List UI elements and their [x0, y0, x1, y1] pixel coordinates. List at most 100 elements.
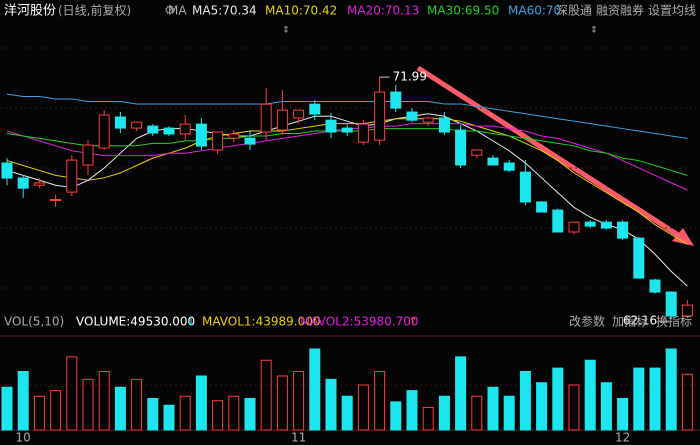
- candle-body: [374, 91, 386, 141]
- volume-bar: [228, 395, 240, 431]
- legend-item: MA30:69.50: [427, 4, 499, 18]
- ma-line: [6, 113, 688, 287]
- volume-legend: ↑: [408, 315, 418, 329]
- candle-body: [244, 137, 256, 145]
- panel-button[interactable]: 改参数: [569, 314, 605, 329]
- legend-item: MA10:70.42: [265, 4, 337, 18]
- volume-bar: [390, 401, 402, 431]
- volume-bar: [503, 395, 515, 431]
- candle-body: [633, 237, 645, 279]
- x-tick-label: 11: [291, 431, 306, 445]
- volume-bar: [114, 386, 126, 431]
- volume-bar: [163, 404, 175, 431]
- volume-label: VOL(5,10): [4, 315, 64, 329]
- volume-bar: [17, 371, 29, 431]
- volume-bar: [1, 386, 13, 431]
- volume-bar: [66, 356, 78, 431]
- toolbar-button[interactable]: 融资融券: [596, 3, 644, 18]
- candle-body: [600, 221, 612, 229]
- volume-bar: [617, 398, 629, 431]
- candle-body: [195, 123, 207, 147]
- candle-body: [649, 279, 661, 293]
- x-tick-label: 10: [16, 431, 31, 445]
- candle-body: [17, 177, 29, 189]
- toolbar-button[interactable]: 深股通: [556, 4, 592, 18]
- volume-bar: [147, 398, 159, 431]
- volume-bar: [406, 390, 418, 431]
- volume-bar: [455, 356, 467, 431]
- candle-body: [552, 209, 564, 233]
- stock-name: 洋河股份: [4, 4, 56, 19]
- toolbar-button[interactable]: 设置均线: [648, 4, 696, 18]
- volume-bar: [309, 348, 321, 431]
- volume-bar: [341, 395, 353, 431]
- candle-body: [536, 201, 548, 213]
- panel-button[interactable]: 加指标: [612, 314, 648, 329]
- settings-icon[interactable]: ⚙: [164, 4, 176, 19]
- marker: ⇕: [282, 26, 290, 36]
- volume-bar: [568, 384, 580, 431]
- candle-body: [1, 162, 13, 179]
- candle-body: [406, 111, 418, 121]
- volume-bar: [244, 398, 256, 431]
- candle-body: [114, 116, 126, 129]
- candle-body: [260, 103, 272, 133]
- volume-bar: [519, 371, 531, 431]
- candle-body: [519, 171, 531, 203]
- indicator-label: MA: [168, 4, 187, 18]
- low-label: 62.16: [623, 314, 657, 328]
- candle-body: [276, 109, 288, 131]
- candle-body: [438, 117, 450, 133]
- volume-bar: [179, 395, 191, 431]
- volume-bar: [552, 367, 564, 431]
- candle-body: [293, 109, 305, 119]
- panel-button[interactable]: 换指标: [656, 314, 692, 329]
- volume-bar: [357, 384, 369, 431]
- candle-body: [681, 304, 693, 317]
- volume-legend: MAVOL1:43989.000: [202, 315, 321, 329]
- candle-body: [390, 91, 402, 109]
- volume-bar: [98, 371, 110, 431]
- candle-body: [163, 127, 175, 135]
- ma-line: [6, 118, 688, 245]
- candle-body: [503, 162, 515, 171]
- candle-body: [131, 121, 143, 129]
- candle-body: [341, 127, 353, 133]
- volume-bar: [681, 373, 693, 431]
- volume-bar: [649, 367, 661, 431]
- legend-item: MA20:70.13: [347, 4, 419, 18]
- volume-bar: [438, 395, 450, 431]
- candle-body: [422, 117, 434, 123]
- candle-body: [665, 291, 677, 317]
- candle-body: [325, 119, 337, 133]
- trend-arrow: [416, 65, 688, 243]
- volume-bar: [600, 382, 612, 431]
- volume-bar: [422, 407, 434, 431]
- volume-bar: [293, 371, 305, 431]
- volume-bar: [536, 382, 548, 431]
- candle-body: [66, 159, 78, 193]
- candle-body: [98, 114, 110, 149]
- candle-body: [471, 149, 483, 156]
- volume-bar: [487, 386, 499, 431]
- volume-bar: [33, 395, 45, 431]
- candle-body: [228, 133, 240, 139]
- volume-bar: [260, 359, 272, 431]
- candle-body: [487, 157, 499, 166]
- candle-body: [617, 221, 629, 239]
- ma-line: [6, 93, 688, 139]
- volume-bar: [374, 371, 386, 431]
- candle-body: [212, 131, 224, 151]
- high-label: 71.99: [393, 70, 427, 84]
- candle-body: [455, 129, 467, 166]
- volume-bar: [131, 378, 143, 431]
- chart-mode: (日线,前复权): [58, 3, 131, 18]
- volume-bar: [195, 375, 207, 431]
- volume-bar: [325, 378, 337, 431]
- candle-body: [82, 144, 94, 166]
- volume-bar: [82, 378, 94, 431]
- volume-legend: ↓: [186, 315, 196, 329]
- volume-bar: [276, 375, 288, 431]
